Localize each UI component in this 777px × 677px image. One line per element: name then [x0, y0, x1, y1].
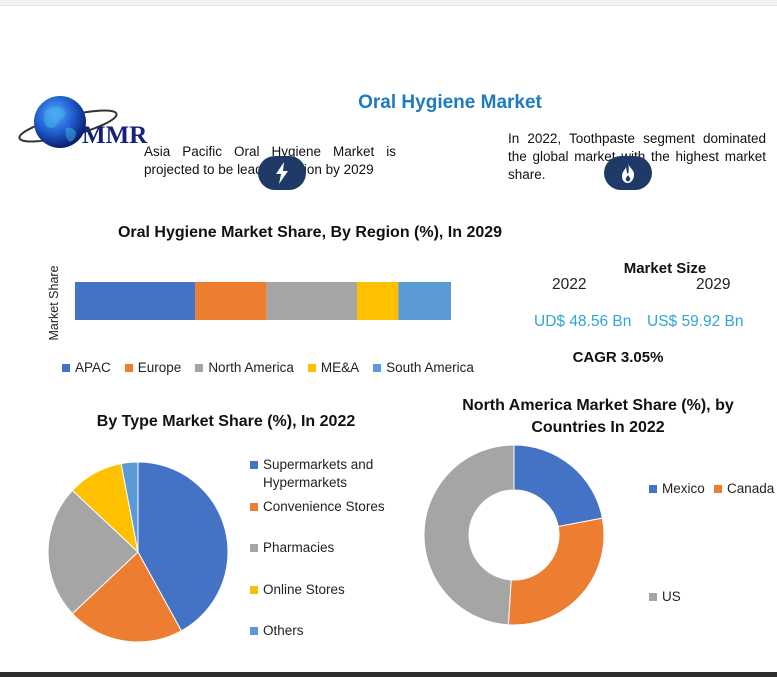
legend-item-us: US [649, 589, 681, 604]
legend-label: Canada [727, 481, 775, 496]
legend-item-mexico: Mexico [649, 481, 705, 496]
legend-label: APAC [75, 360, 111, 375]
market-size-title: Market Size [623, 260, 707, 277]
legend-swatch [373, 363, 382, 372]
legend-label: US [662, 589, 681, 604]
legend-label: North America [208, 360, 294, 375]
page-title: Oral Hygiene Market [358, 92, 542, 113]
legend-swatch [250, 461, 258, 469]
type-pie-chart [47, 461, 229, 643]
legend-swatch [195, 363, 204, 372]
legend-item-north-america: North America [195, 360, 294, 375]
slice-canada [507, 517, 605, 626]
bar-segment-europe [195, 282, 267, 320]
region-legend: APAC Europe North America ME&A South America [62, 360, 488, 375]
legend-item-others: Others [250, 622, 393, 640]
cagr-value: CAGR 3.05% [572, 349, 664, 366]
legend-label: Pharmacies [263, 540, 335, 555]
legend-item-pharmacies: Pharmacies [250, 539, 393, 557]
type-chart-title: By Type Market Share (%), In 2022 [96, 413, 356, 430]
logo-text: MMR [82, 122, 148, 149]
legend-swatch [250, 544, 258, 552]
legend-item-supermarkets-and-hypermarkets: Supermarkets and Hypermarkets [250, 456, 393, 492]
na-donut-chart [423, 444, 605, 626]
slice-pharmacies [47, 489, 139, 615]
slice-others [120, 461, 139, 553]
lightning-bolt-icon [258, 156, 306, 190]
mmr-logo [18, 96, 118, 148]
legend-label: Others [263, 623, 304, 638]
na-chart-title: North America Market Share (%), by Count… [462, 397, 734, 436]
bar-segment-north-america [266, 282, 357, 320]
legend-label: Europe [137, 360, 182, 375]
legend-item-europe: Europe [124, 360, 182, 375]
market-size-year-start: 2022 [552, 276, 587, 293]
legend-item-convenience-stores: Convenience Stores [250, 498, 393, 516]
market-size-value-start: UD$ 48.56 Bn [534, 313, 632, 330]
legend-swatch [307, 363, 316, 372]
bottom-border [0, 672, 777, 677]
region-stacked-bar-chart [75, 282, 451, 320]
legend-swatch [250, 586, 258, 594]
flame-icon [604, 156, 652, 190]
legend-swatch [250, 503, 258, 511]
legend-swatch [649, 484, 657, 493]
legend-item-online-stores: Online Stores [250, 581, 393, 599]
legend-item-apac: APAC [62, 360, 111, 375]
slice-mexico [513, 444, 603, 528]
legend-item-south-america: South America [373, 360, 474, 375]
legend-swatch [714, 484, 722, 493]
legend-label: South America [386, 360, 474, 375]
market-size-value-end: US$ 59.92 Bn [647, 313, 744, 330]
legend-label: Convenience Stores [263, 499, 385, 514]
top-border [0, 0, 777, 6]
market-size-year-end: 2029 [696, 276, 731, 293]
legend-label: Mexico [662, 481, 705, 496]
legend-swatch [124, 363, 133, 372]
legend-swatch [250, 627, 258, 635]
bar-segment-apac [75, 282, 196, 320]
bar-segment-south-america [398, 282, 451, 320]
legend-label: Supermarkets and Hypermarkets [263, 457, 374, 490]
legend-swatch [62, 363, 70, 372]
bar-segment-meanda [357, 282, 399, 320]
region-chart-ylabel: Market Share [47, 265, 61, 341]
legend-label: Online Stores [263, 582, 345, 597]
slice-supermarkets-and-hypermarkets [137, 461, 229, 632]
legend-item-canada: Canada [714, 481, 774, 496]
slice-convenience-stores [71, 551, 183, 643]
legend-label: ME&A [320, 360, 360, 375]
legend-item-meanda: ME&A [307, 360, 360, 375]
legend-swatch [649, 592, 657, 601]
slice-us [423, 444, 515, 626]
region-chart-title: Oral Hygiene Market Share, By Region (%)… [117, 224, 503, 241]
